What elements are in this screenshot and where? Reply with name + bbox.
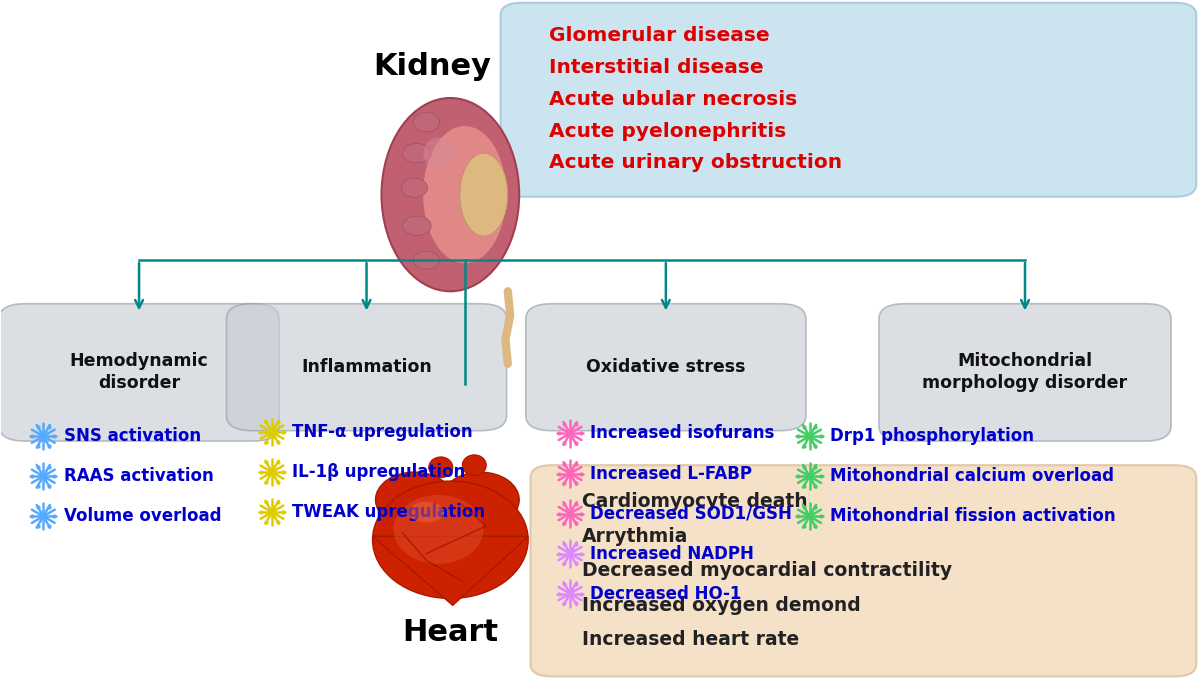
Ellipse shape <box>372 481 528 599</box>
Text: Drp1 phosphorylation: Drp1 phosphorylation <box>830 427 1034 445</box>
Ellipse shape <box>428 457 452 477</box>
Ellipse shape <box>460 153 508 236</box>
Ellipse shape <box>413 252 439 269</box>
Ellipse shape <box>424 138 454 169</box>
Text: Glomerular disease: Glomerular disease <box>548 26 769 46</box>
Text: Increased oxygen demond: Increased oxygen demond <box>582 596 860 615</box>
Text: Interstitial disease: Interstitial disease <box>548 58 763 77</box>
Text: Kidney: Kidney <box>373 53 491 82</box>
Text: TNF-α upregulation: TNF-α upregulation <box>293 423 473 441</box>
Text: Acute urinary obstruction: Acute urinary obstruction <box>548 153 841 173</box>
Ellipse shape <box>394 495 484 564</box>
Ellipse shape <box>376 472 454 527</box>
Polygon shape <box>372 536 528 605</box>
FancyBboxPatch shape <box>227 304 506 431</box>
Text: Volume overload: Volume overload <box>64 507 221 525</box>
Text: Oxidative stress: Oxidative stress <box>586 358 745 376</box>
Text: SNS activation: SNS activation <box>64 427 200 445</box>
Ellipse shape <box>408 502 444 523</box>
Ellipse shape <box>413 112 439 132</box>
Text: Mitohondrial fission activation: Mitohondrial fission activation <box>830 507 1116 525</box>
Text: Heart: Heart <box>402 618 498 647</box>
Ellipse shape <box>442 472 520 527</box>
FancyBboxPatch shape <box>530 465 1196 676</box>
Text: Arrythmia: Arrythmia <box>582 527 689 546</box>
FancyBboxPatch shape <box>878 304 1171 441</box>
FancyBboxPatch shape <box>0 304 280 441</box>
FancyBboxPatch shape <box>526 304 806 431</box>
Text: TWEAK upregulation: TWEAK upregulation <box>293 503 486 521</box>
Text: IL-1β upregulation: IL-1β upregulation <box>293 463 466 481</box>
Text: Mitochondrial
morphology disorder: Mitochondrial morphology disorder <box>923 352 1128 392</box>
Text: Acute ubular necrosis: Acute ubular necrosis <box>548 90 797 109</box>
Ellipse shape <box>401 178 427 198</box>
Ellipse shape <box>382 98 520 291</box>
Text: Increased isofurans: Increased isofurans <box>590 425 775 442</box>
Ellipse shape <box>422 125 506 263</box>
Ellipse shape <box>402 143 431 163</box>
FancyBboxPatch shape <box>500 3 1196 197</box>
Text: Decreased SOD1/GSH: Decreased SOD1/GSH <box>590 505 792 523</box>
Ellipse shape <box>462 455 486 475</box>
Text: Increased NADPH: Increased NADPH <box>590 545 755 563</box>
Text: Decreased myocardial contractility: Decreased myocardial contractility <box>582 561 952 580</box>
Text: Increased L-FABP: Increased L-FABP <box>590 464 752 482</box>
Text: Inflammation: Inflammation <box>301 358 432 376</box>
Text: Decreased HO-1: Decreased HO-1 <box>590 585 742 603</box>
Text: Mitohondrial calcium overload: Mitohondrial calcium overload <box>830 467 1114 485</box>
Text: Acute pyelonephritis: Acute pyelonephritis <box>548 122 786 141</box>
Text: Hemodynamic
disorder: Hemodynamic disorder <box>70 352 209 392</box>
Text: Increased heart rate: Increased heart rate <box>582 631 799 649</box>
Text: Cardiomyocyte death: Cardiomyocyte death <box>582 492 808 511</box>
Ellipse shape <box>402 216 431 236</box>
Text: RAAS activation: RAAS activation <box>64 467 214 485</box>
